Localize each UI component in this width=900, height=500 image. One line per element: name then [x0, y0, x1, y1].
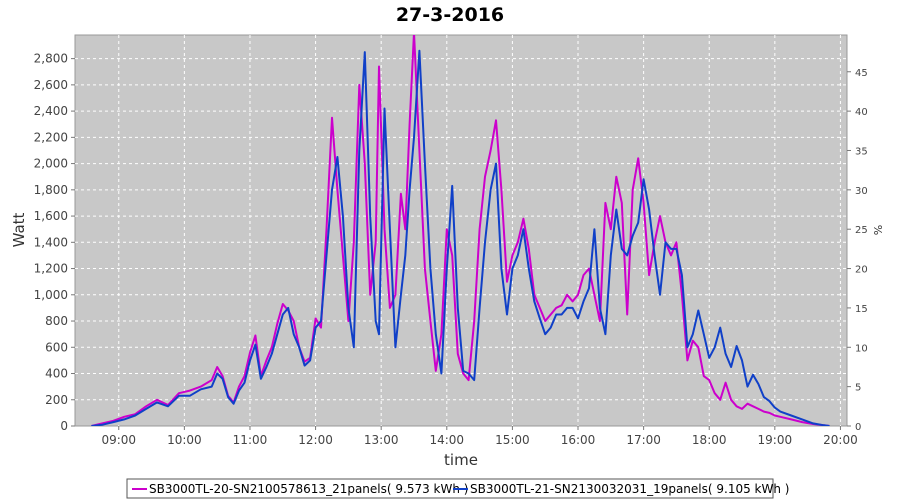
legend-label-series-1: SB3000TL-20-SN2100578613_21panels( 9.573…	[149, 482, 468, 496]
x-axis-ticks: 09:00 10:00 11:00 12:00 13:00 14:00 15:00 16:00…	[101, 426, 858, 447]
y-axis-title: Watt	[10, 212, 28, 247]
y2-tick-label: 10	[855, 343, 868, 354]
y-tick-label: 1,400	[34, 235, 68, 249]
x-tick-label: 16:00	[561, 433, 596, 447]
x-tick-label: 14:00	[429, 433, 464, 447]
legend-label-series-2: SB3000TL-21-SN2130032031_19panels( 9.105…	[470, 482, 789, 496]
x-tick-label: 15:00	[495, 433, 530, 447]
y2-tick-label: 5	[855, 383, 861, 394]
x-tick-label: 12:00	[298, 433, 333, 447]
chart-title: 27-3-2016	[396, 4, 504, 26]
y2-tick-label: 40	[855, 107, 868, 118]
y-axis-ticks: 0 200 400 600 800 1,000 1,200 1,400 1,600 1,800 2,…	[34, 52, 75, 433]
x-tick-label: 13:00	[364, 433, 399, 447]
legend-box	[126, 478, 774, 499]
y-tick-label: 2,200	[34, 130, 68, 144]
y-tick-label: 600	[45, 340, 68, 354]
y-tick-label: 2,800	[34, 52, 68, 66]
y-tick-label: 400	[45, 367, 68, 381]
y2-tick-label: 25	[855, 225, 868, 236]
x-axis-title: time	[444, 451, 478, 469]
y-tick-label: 1,200	[34, 262, 68, 276]
x-tick-label: 11:00	[233, 433, 268, 447]
y-tick-label: 1,800	[34, 183, 68, 197]
series-line-2	[91, 49, 830, 426]
y2-tick-label: 0	[855, 422, 861, 433]
x-tick-label: 20:00	[823, 433, 858, 447]
y2-axis-title: %	[872, 225, 885, 235]
x-tick-label: 10:00	[167, 433, 202, 447]
y-tick-label: 200	[45, 393, 68, 407]
legend: SB3000TL-20-SN2100578613_21panels( 9.573…	[126, 478, 789, 499]
x-tick-label: 17:00	[626, 433, 661, 447]
y2-tick-label: 35	[855, 146, 868, 157]
x-tick-label: 18:00	[692, 433, 727, 447]
y2-tick-label: 30	[855, 186, 868, 197]
plot-area	[74, 34, 848, 427]
y2-tick-label: 15	[855, 304, 868, 315]
x-tick-label: 19:00	[758, 433, 793, 447]
y-tick-label: 2,400	[34, 104, 68, 118]
y-tick-label: 0	[60, 419, 68, 433]
y-tick-label: 2,600	[34, 78, 68, 92]
y-tick-label: 800	[45, 314, 68, 328]
y-tick-label: 2,000	[34, 157, 68, 171]
grid	[75, 35, 847, 426]
series-lines	[91, 35, 830, 426]
y-tick-label: 1,600	[34, 209, 68, 223]
y2-tick-label: 45	[855, 68, 868, 79]
series-line-1	[91, 35, 830, 426]
y2-axis-ticks: 0 5 10 15 20 25 30 35 40 45	[847, 68, 868, 433]
x-tick-label: 09:00	[101, 433, 136, 447]
y2-tick-label: 20	[855, 265, 868, 276]
y-tick-label: 1,000	[34, 288, 68, 302]
